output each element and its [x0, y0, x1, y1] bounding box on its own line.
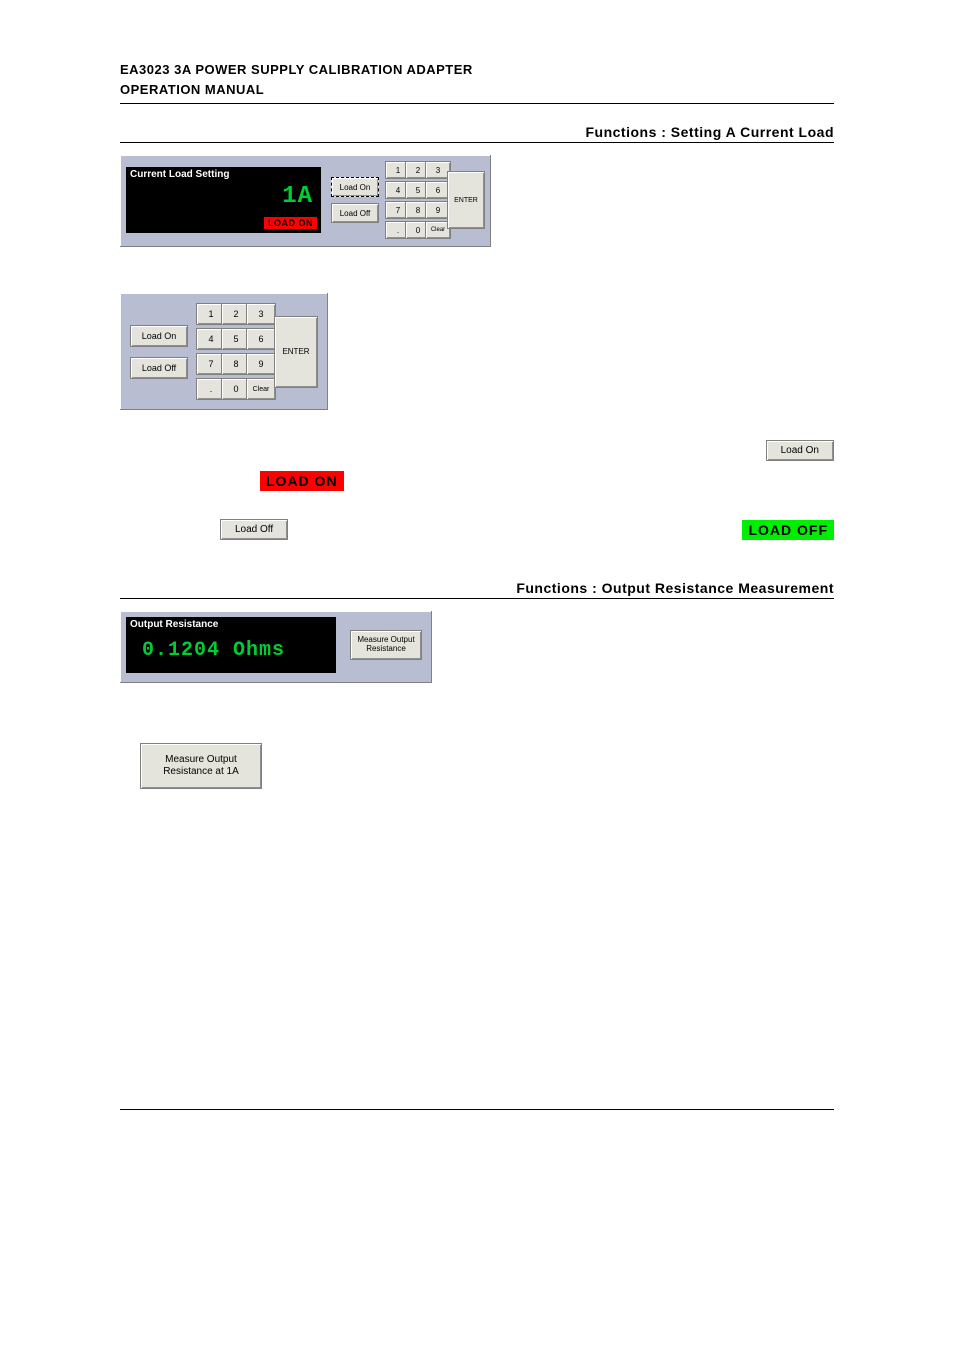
current-load-display-title: Current Load Setting	[130, 169, 229, 180]
current-load-panel: Current Load Setting 1A LOAD ON Load On …	[120, 155, 491, 247]
output-resistance-display: Output Resistance 0.1204 Ohms	[126, 617, 336, 673]
header-divider	[120, 103, 834, 104]
measure-large-line1: Measure Output	[165, 754, 237, 765]
key2-9[interactable]: 9	[246, 353, 276, 375]
load-buttons-column: Load On Load Off	[331, 177, 379, 223]
load-on-button[interactable]: Load On	[331, 177, 379, 197]
current-load-display-value: 1A	[282, 183, 313, 210]
enter-button[interactable]: ENTER	[447, 171, 485, 229]
load-off-button[interactable]: Load Off	[331, 203, 379, 223]
measure-output-resistance-1a-button[interactable]: Measure Output Resistance at 1A	[140, 743, 262, 789]
enter-button-2[interactable]: ENTER	[274, 316, 318, 388]
output-resistance-title: Output Resistance	[130, 619, 218, 630]
page-header-line1: EA3023 3A POWER SUPPLY CALIBRATION ADAPT…	[120, 60, 834, 80]
load-on-button-2[interactable]: Load On	[130, 325, 188, 347]
output-resistance-value: 0.1204 Ohms	[142, 639, 285, 662]
section1-title: Functions : Setting A Current Load	[120, 124, 834, 140]
standalone-load-on-button[interactable]: Load On	[766, 440, 834, 461]
load-off-indicator: LOAD OFF	[742, 520, 834, 540]
measure-large-line2: Resistance at 1A	[163, 766, 239, 777]
section1-divider	[120, 142, 834, 143]
output-resistance-panel: Output Resistance 0.1204 Ohms Measure Ou…	[120, 611, 432, 683]
load-buttons-column-2: Load On Load Off	[130, 325, 188, 379]
section2-title: Functions : Output Resistance Measuremen…	[120, 580, 834, 596]
key2-3[interactable]: 3	[246, 303, 276, 325]
page-header-line2: OPERATION MANUAL	[120, 80, 834, 100]
section2-divider	[120, 598, 834, 599]
load-on-indicator: LOAD ON	[260, 471, 344, 491]
key2-clear[interactable]: Clear	[246, 378, 276, 400]
load-off-button-2[interactable]: Load Off	[130, 357, 188, 379]
key2-6[interactable]: 6	[246, 328, 276, 350]
current-load-display: Current Load Setting 1A LOAD ON	[126, 167, 321, 233]
standalone-load-off-button[interactable]: Load Off	[220, 519, 288, 540]
keypad-2: 1 2 3 4 5 6 7 8 9 . 0 Clear	[196, 303, 268, 400]
keypad: 1 2 3 4 5 6 7 8 9 . 0 Clear	[385, 161, 443, 239]
footer-divider	[120, 1109, 834, 1110]
measure-output-resistance-button[interactable]: Measure OutputResistance	[350, 630, 422, 660]
load-on-badge: LOAD ON	[264, 217, 317, 229]
standalone-keypad-panel: Load On Load Off 1 2 3 4 5 6 7 8 9 . 0 C…	[120, 293, 328, 410]
